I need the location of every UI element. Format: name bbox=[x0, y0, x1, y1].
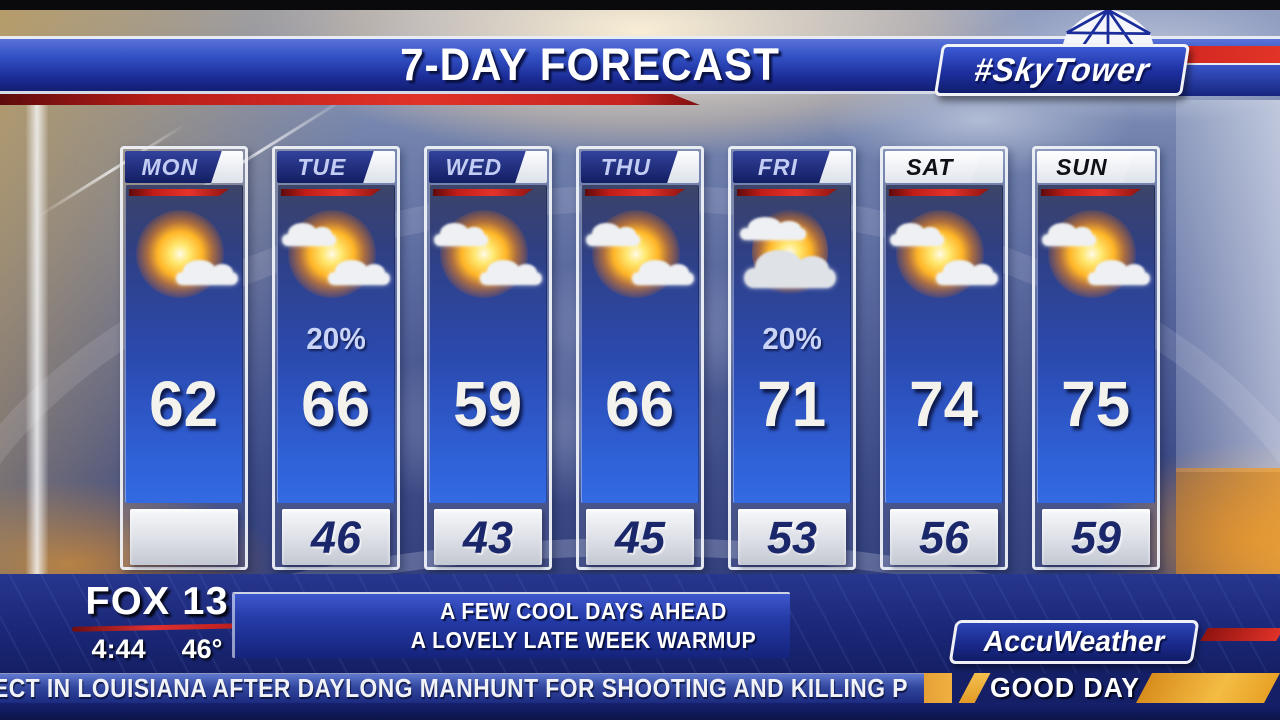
skytower-logo-text: #SkyTower bbox=[971, 51, 1153, 88]
low-temp-box: 59 bbox=[1042, 509, 1150, 565]
day-header: TUE bbox=[277, 151, 395, 183]
accuweather-red-stripe bbox=[1200, 628, 1280, 641]
red-stripe bbox=[1041, 189, 1141, 196]
low-temp-box: 56 bbox=[890, 509, 998, 565]
red-stripe bbox=[585, 189, 685, 196]
fox13-logo: FOX 13 bbox=[85, 580, 229, 623]
partly-cloudy-icon bbox=[584, 208, 696, 312]
high-temp: 75 bbox=[1061, 368, 1131, 440]
low-temp-box bbox=[130, 509, 238, 565]
station-bug: FOX 13 4:44 46° bbox=[71, 580, 249, 665]
day-label: SAT bbox=[906, 153, 954, 180]
day-header: WED bbox=[429, 151, 547, 183]
high-temp: 62 bbox=[149, 368, 219, 440]
gold-slash bbox=[955, 673, 993, 703]
current-temp: 46° bbox=[181, 634, 223, 664]
day-panel: 20% 71 bbox=[733, 185, 851, 503]
red-stripe bbox=[737, 189, 837, 196]
low-temp-box: 43 bbox=[434, 509, 542, 565]
partly-cloudy-icon bbox=[280, 208, 392, 312]
background-silver-band bbox=[26, 95, 48, 615]
precip-chance: 20% bbox=[762, 321, 822, 356]
forecast-day-column: SAT 74 56 bbox=[880, 146, 1008, 570]
precip-chance: 20% bbox=[306, 321, 366, 356]
low-temp: 53 bbox=[766, 511, 818, 563]
partly-cloudy-icon bbox=[1040, 208, 1152, 312]
clock: 4:44 bbox=[91, 634, 146, 664]
message-line-1: A FEW COOL DAYS AHEAD bbox=[440, 598, 727, 625]
background-right-panel bbox=[1176, 100, 1280, 472]
low-temp: 59 bbox=[1070, 511, 1122, 563]
low-temp: 46 bbox=[310, 511, 362, 563]
high-temp: 71 bbox=[757, 368, 827, 440]
forecast-day-column: THU 66 45 bbox=[576, 146, 704, 570]
day-label: TUE bbox=[297, 153, 347, 180]
mostly-cloudy-icon bbox=[736, 208, 848, 312]
day-label: MON bbox=[141, 153, 199, 180]
accuweather-logo-text: AccuWeather bbox=[980, 625, 1168, 658]
ticker-headline: ECT IN LOUISIANA AFTER DAYLONG MANHUNT F… bbox=[0, 673, 908, 703]
day-header: MON bbox=[125, 151, 243, 183]
low-temp: 45 bbox=[614, 511, 666, 563]
red-stripe bbox=[281, 189, 381, 196]
accuweather-logo: AccuWeather bbox=[948, 620, 1200, 664]
day-header: FRI bbox=[733, 151, 851, 183]
top-black-bar bbox=[0, 0, 1280, 10]
red-stripe bbox=[433, 189, 533, 196]
day-header: SUN bbox=[1037, 151, 1155, 183]
mostly-sunny-icon bbox=[128, 208, 240, 312]
low-temp-box: 45 bbox=[586, 509, 694, 565]
banner-red-stripe bbox=[0, 94, 700, 105]
day-panel: 20% 66 bbox=[277, 185, 395, 503]
program-bug: GOOD DAY bbox=[924, 673, 1280, 703]
program-title: GOOD DAY bbox=[990, 673, 1140, 703]
high-temp: 66 bbox=[301, 368, 371, 440]
day-panel: 62 bbox=[125, 185, 243, 503]
day-label: THU bbox=[600, 153, 651, 180]
partly-cloudy-icon bbox=[888, 208, 1000, 312]
forecast-day-column: FRI 20% 71 53 bbox=[728, 146, 856, 570]
fox13-red-swoosh bbox=[71, 623, 249, 632]
day-header: THU bbox=[581, 151, 699, 183]
high-temp: 59 bbox=[453, 368, 523, 440]
partly-cloudy-icon bbox=[432, 208, 544, 312]
skytower-dome-icon bbox=[1060, 8, 1156, 52]
day-label: FRI bbox=[757, 153, 798, 180]
forecast-message-banner: A FEW COOL DAYS AHEAD A LOVELY LATE WEEK… bbox=[232, 592, 790, 658]
high-temp: 66 bbox=[605, 368, 675, 440]
red-stripe bbox=[129, 189, 229, 196]
forecast-day-column: TUE 20% 66 46 bbox=[272, 146, 400, 570]
low-temp: 43 bbox=[462, 511, 514, 563]
day-panel: 74 bbox=[885, 185, 1003, 503]
background-right-orange bbox=[1176, 468, 1280, 576]
low-temp: 56 bbox=[918, 511, 970, 563]
low-temp-box: 53 bbox=[738, 509, 846, 565]
forecast-columns: MON 62 TUE 20% bbox=[120, 146, 1160, 576]
message-line-2: A LOVELY LATE WEEK WARMUP bbox=[410, 627, 757, 653]
high-temp: 74 bbox=[909, 368, 979, 440]
skytower-logo: #SkyTower bbox=[933, 44, 1191, 96]
day-header: SAT bbox=[885, 151, 1003, 183]
day-panel: 66 bbox=[581, 185, 699, 503]
day-panel: 59 bbox=[429, 185, 547, 503]
forecast-day-column: SUN 75 59 bbox=[1032, 146, 1160, 570]
day-label: SUN bbox=[1056, 153, 1108, 180]
day-label: WED bbox=[445, 153, 503, 180]
low-temp-box: 46 bbox=[282, 509, 390, 565]
forecast-day-column: WED 59 43 bbox=[424, 146, 552, 570]
bottom-strip bbox=[0, 703, 1280, 720]
day-panel: 75 bbox=[1037, 185, 1155, 503]
forecast-day-column: MON 62 bbox=[120, 146, 248, 570]
red-stripe bbox=[889, 189, 989, 196]
page-title: 7-DAY FORECAST bbox=[400, 39, 780, 90]
